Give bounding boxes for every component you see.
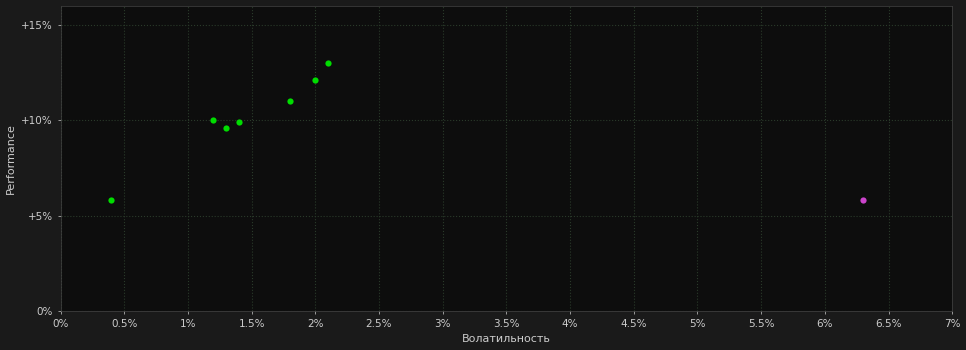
Point (103, 198, 119, 203)
Point (218, 125, 234, 131)
Point (307, 77, 323, 83)
X-axis label: Волатильность: Волатильность (462, 335, 551, 344)
Y-axis label: Performance: Performance (6, 123, 15, 194)
Point (206, 117, 221, 123)
Point (321, 60, 336, 66)
Point (231, 119, 246, 125)
Point (282, 98, 298, 104)
Point (855, 198, 870, 203)
